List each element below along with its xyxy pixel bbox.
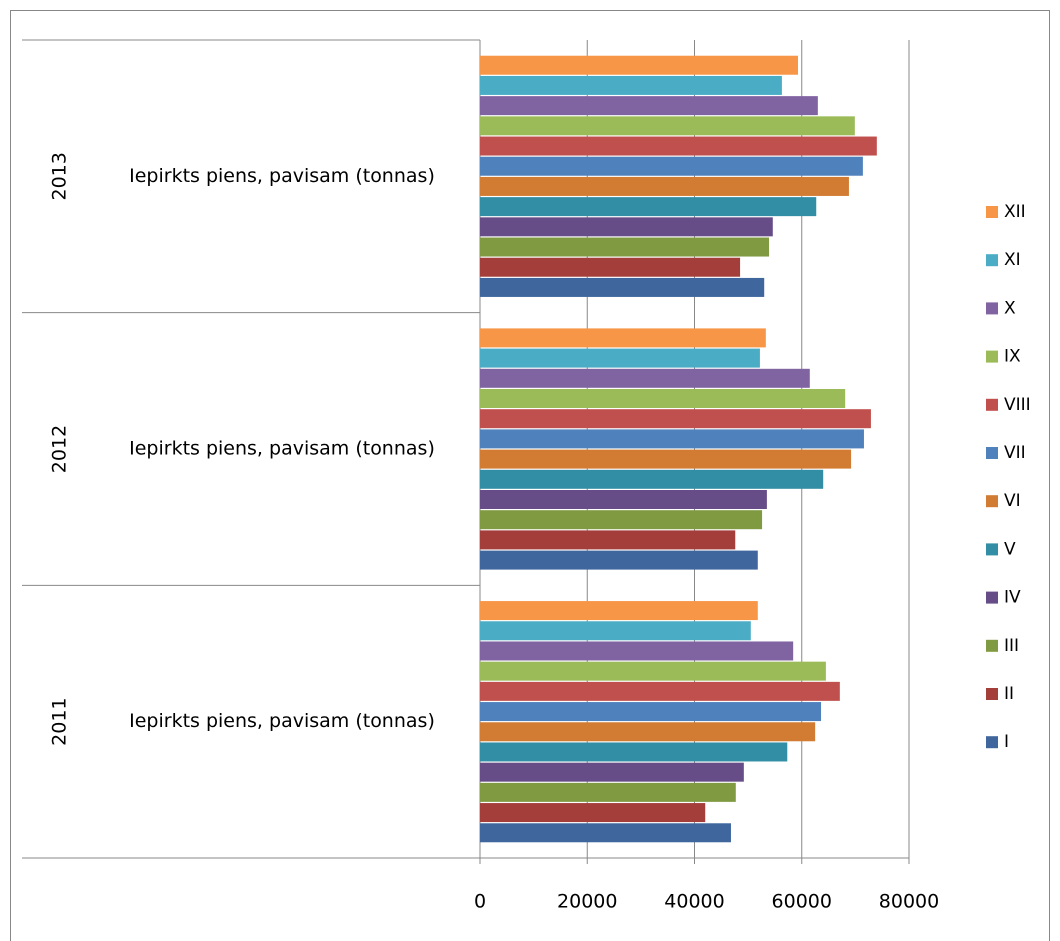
bar	[480, 722, 816, 742]
bar	[480, 510, 763, 530]
bar	[480, 217, 773, 237]
bar	[480, 490, 767, 509]
legend-label: VIII	[1004, 395, 1031, 415]
category-label: 2013	[49, 152, 71, 200]
legend-label: X	[1004, 298, 1016, 318]
bar	[480, 601, 758, 621]
x-tick-label: 60000	[772, 891, 832, 913]
category-label: 2012	[49, 425, 71, 473]
bar	[480, 550, 758, 570]
bar	[480, 96, 818, 116]
bar	[480, 429, 864, 449]
legend-label: XI	[1004, 250, 1021, 270]
x-tick-label: 20000	[557, 891, 617, 913]
bar	[480, 277, 765, 297]
legend-label: III	[1004, 636, 1019, 656]
bar	[480, 621, 751, 641]
legend-label: IX	[1004, 347, 1021, 367]
subcategory-label: Iepirkts piens, pavisam (tonnas)	[129, 710, 435, 732]
bar	[480, 641, 794, 661]
bar	[480, 237, 770, 257]
legend-swatch	[986, 543, 998, 556]
bar	[480, 176, 849, 196]
legend-label: IV	[1004, 588, 1021, 608]
bar	[480, 823, 731, 843]
legend-swatch	[986, 302, 998, 315]
legend-label: VII	[1004, 443, 1026, 463]
legend-swatch	[986, 736, 998, 749]
bar	[480, 469, 824, 489]
bar	[480, 156, 863, 176]
legend-label: I	[1004, 732, 1009, 752]
legend-label: VI	[1004, 491, 1021, 511]
legend-swatch	[986, 206, 998, 218]
legend-swatch	[986, 254, 998, 267]
bar	[480, 197, 817, 217]
bar	[480, 762, 744, 782]
x-tick-label: 0	[474, 891, 486, 913]
bar	[480, 368, 810, 388]
bar	[480, 55, 798, 75]
bar	[480, 75, 782, 95]
legend-label: V	[1004, 539, 1016, 559]
legend-swatch	[986, 591, 998, 604]
x-tick-label: 80000	[879, 891, 939, 913]
bar	[480, 389, 846, 408]
legend-swatch	[986, 688, 998, 700]
bar	[480, 681, 840, 701]
legend-swatch	[986, 447, 998, 459]
bar	[480, 409, 871, 429]
legend-label: XII	[1004, 202, 1026, 222]
bar	[480, 449, 852, 469]
legend-label: II	[1004, 684, 1014, 704]
bar	[480, 782, 736, 802]
bar	[480, 116, 855, 136]
bar	[480, 530, 736, 550]
category-label: 2011	[49, 697, 71, 745]
bar	[480, 742, 788, 762]
bar	[480, 348, 760, 368]
legend-swatch	[986, 350, 998, 363]
bar	[480, 702, 822, 722]
subcategory-label: Iepirkts piens, pavisam (tonnas)	[129, 438, 435, 460]
subcategory-label: Iepirkts piens, pavisam (tonnas)	[129, 165, 435, 187]
bar	[480, 661, 826, 681]
legend-swatch	[986, 398, 998, 411]
legend-swatch	[986, 639, 998, 652]
bar	[480, 803, 706, 823]
bar	[480, 328, 766, 348]
bar	[480, 257, 741, 277]
bar	[480, 136, 877, 156]
legend-swatch	[986, 495, 998, 508]
x-tick-label: 40000	[664, 891, 724, 913]
